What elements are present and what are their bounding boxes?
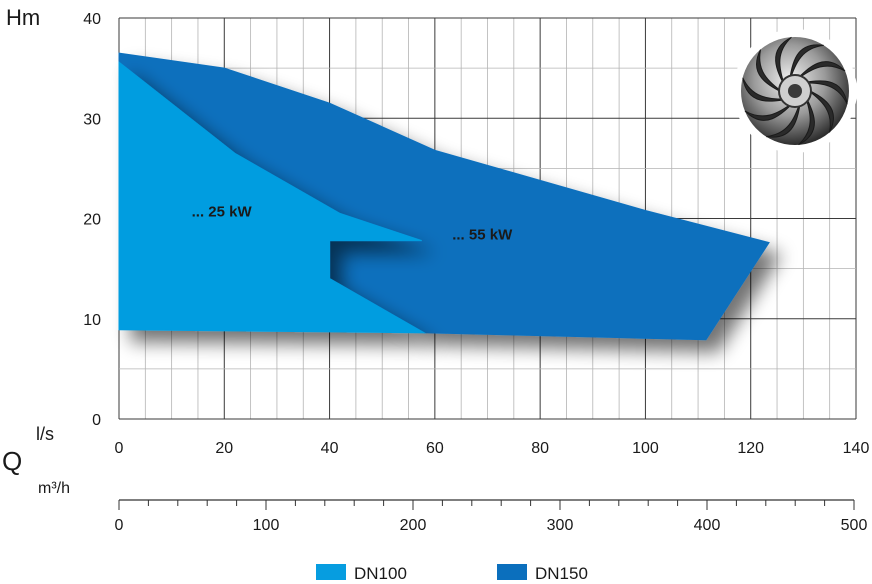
legend-swatch-dn150 (497, 564, 527, 580)
x-axis-title: Q (2, 446, 22, 476)
secondary-tick-label: 300 (547, 517, 574, 534)
y-tick-label: 10 (83, 312, 101, 329)
x-tick-label: 0 (115, 440, 124, 457)
legend-label-dn100: DN100 (354, 564, 407, 583)
series-area-dn100 (118, 61, 427, 334)
legend-swatch-dn100 (316, 564, 346, 580)
secondary-tick-label: 100 (253, 517, 280, 534)
secondary-tick-label: 500 (841, 517, 868, 534)
x-unit-secondary: m³/h (38, 480, 70, 497)
y-tick-label: 30 (83, 111, 101, 128)
y-tick-label: 40 (83, 11, 101, 28)
x-tick-label: 60 (426, 440, 444, 457)
x-tick-label: 120 (737, 440, 764, 457)
legend: DN100 DN150 (316, 564, 588, 583)
secondary-tick-label: 0 (115, 517, 124, 534)
x-tick-label: 20 (215, 440, 233, 457)
y-tick-label: 0 (92, 412, 101, 429)
y-tick-label: 20 (83, 212, 101, 229)
secondary-tick-label: 200 (400, 517, 427, 534)
x-tick-label: 80 (531, 440, 549, 457)
series-annotation-dn150: ... 55 kW (452, 227, 513, 244)
series-annotation-dn100: ... 25 kW (192, 203, 253, 220)
legend-label-dn150: DN150 (535, 564, 588, 583)
x-tick-label: 100 (632, 440, 659, 457)
impeller-icon (733, 29, 857, 153)
y-axis-title: Hm (6, 5, 40, 30)
x-tick-label: 140 (843, 440, 870, 457)
x-tick-label: 40 (321, 440, 339, 457)
x-unit-primary: l/s (36, 424, 54, 444)
secondary-tick-label: 400 (694, 517, 721, 534)
series-areas: ... 25 kW ... 55 kW (118, 52, 770, 341)
